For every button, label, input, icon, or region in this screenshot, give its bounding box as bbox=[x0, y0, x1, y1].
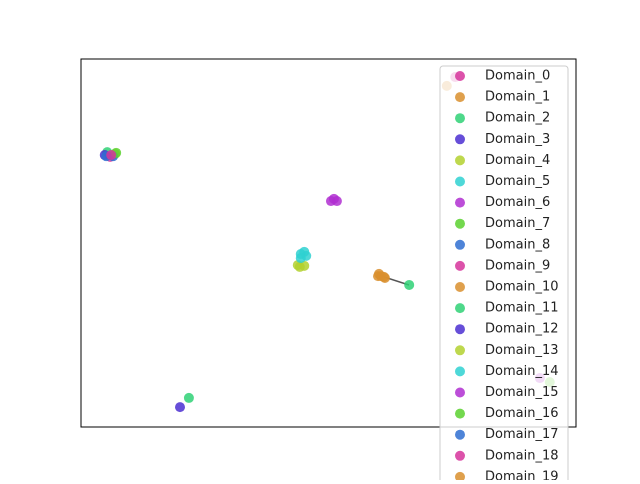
point bbox=[404, 279, 415, 290]
legend-marker bbox=[455, 92, 465, 103]
point bbox=[106, 150, 117, 161]
legend-label: Domain_9 bbox=[485, 258, 550, 273]
legend-marker bbox=[455, 71, 465, 81]
legend-label: Domain_18 bbox=[485, 448, 559, 463]
plot-frame bbox=[80, 58, 577, 428]
legend-label: Domain_8 bbox=[485, 237, 550, 252]
legend-marker bbox=[455, 176, 465, 187]
point bbox=[294, 261, 305, 272]
legend-label: Domain_15 bbox=[485, 385, 559, 400]
legend-label: Domain_1 bbox=[485, 90, 550, 105]
legend-marker bbox=[455, 429, 465, 440]
legend-marker bbox=[455, 155, 465, 166]
legend-label: Domain_17 bbox=[485, 427, 559, 442]
legend-marker bbox=[455, 366, 465, 377]
legend-label: Domain_3 bbox=[485, 132, 550, 147]
legend-label: Domain_12 bbox=[485, 322, 559, 337]
point bbox=[175, 402, 185, 413]
legend-marker bbox=[455, 197, 465, 208]
legend-label: Domain_6 bbox=[485, 195, 550, 210]
legend-label: Domain_16 bbox=[485, 406, 559, 421]
legend-marker bbox=[455, 218, 465, 229]
legend-label: Domain_7 bbox=[485, 216, 550, 231]
legend-marker bbox=[455, 471, 465, 482]
legend-label: Domain_14 bbox=[485, 364, 559, 379]
legend: Domain_0 Domain_1 Domain_2 Domain_3 Domain_4… bbox=[439, 65, 569, 484]
point bbox=[373, 268, 384, 279]
legend-label: Domain_2 bbox=[485, 111, 550, 126]
legend-marker bbox=[455, 260, 465, 271]
legend-marker bbox=[455, 408, 465, 419]
legend-label: Domain_19 bbox=[485, 469, 559, 480]
legend-label: Domain_5 bbox=[485, 174, 550, 189]
point bbox=[183, 392, 194, 403]
legend-box bbox=[439, 65, 569, 484]
legend-label: Domain_13 bbox=[485, 343, 559, 358]
legend-marker bbox=[455, 303, 465, 314]
point bbox=[328, 193, 339, 204]
legend-marker bbox=[455, 113, 465, 124]
legend-label: Domain_4 bbox=[485, 153, 550, 168]
legend-marker bbox=[455, 134, 465, 145]
legend-label: Domain_10 bbox=[485, 280, 559, 295]
point bbox=[295, 253, 306, 264]
legend-label: Domain_0 bbox=[485, 69, 550, 84]
legend-label: Domain_11 bbox=[485, 301, 559, 316]
legend-marker bbox=[455, 345, 465, 356]
legend-marker bbox=[455, 239, 465, 250]
legend-marker bbox=[455, 450, 465, 461]
legend-marker bbox=[455, 282, 465, 292]
legend-marker bbox=[455, 387, 465, 398]
legend-marker bbox=[455, 324, 465, 335]
